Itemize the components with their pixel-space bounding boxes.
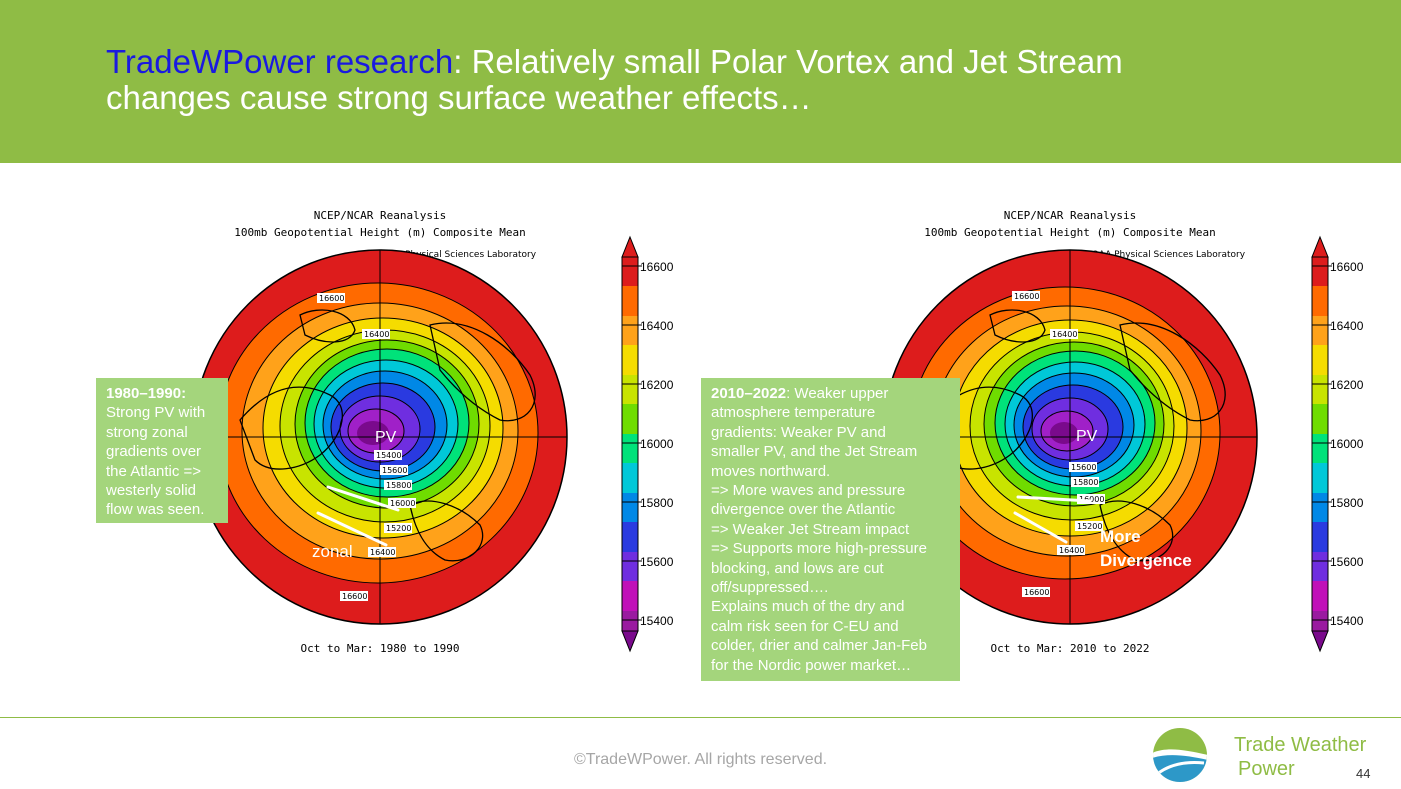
note-line: off/suppressed…. [711,579,829,597]
colorbar-tick: 16000 [1330,437,1364,451]
brand-line1: Trade Weather [1234,734,1367,756]
map-source: NOAA Physical Sciences Laboratory [376,250,537,260]
colorbar-tick: 16600 [1330,260,1364,274]
map-period: Oct to Mar: 1980 to 1990 [301,642,460,655]
page-number: 44 [1356,766,1371,781]
contour-label: 16600 [1024,588,1049,597]
contour-labels: 16600 16400 15400 15600 15800 16000 1520… [317,293,416,601]
height-field [193,250,567,624]
divergence-label-line2: Divergence [1100,551,1192,570]
map-title-line1: NCEP/NCAR Reanalysis [1004,209,1136,222]
contour-label: 15600 [382,466,407,475]
left-map-panel: NCEP/NCAR Reanalysis 100mb Geopotential … [180,205,880,675]
colorbar: 16600 16400 16200 16000 15800 15600 1540… [1311,235,1364,653]
right-note-heading-rest: : Weaker upper [786,385,889,402]
jet-stream-arrows [1013,495,1092,544]
colorbar-tick: 15600 [640,555,674,569]
colorbar-tick: 15800 [1330,496,1364,510]
map-title-line2: 100mb Geopotential Height (m) Composite … [234,226,525,239]
trade-weather-power-logo-icon [1153,728,1207,782]
note-line: gradients over [106,443,202,461]
contour-label: 16600 [319,294,344,303]
colorbar-tick: 15600 [1330,555,1364,569]
right-note-heading: 2010–2022 [711,385,787,402]
map-title-line1: NCEP/NCAR Reanalysis [314,209,446,222]
note-line: moves northward. [711,462,831,480]
right-map-panel: NCEP/NCAR Reanalysis 100mb Geopotential … [870,205,1401,675]
colorbar-tick: 16000 [640,437,674,451]
note-line: strong zonal [106,423,188,441]
note-line: => Supports more high-pressure [711,540,927,558]
right-polar-map: NCEP/NCAR Reanalysis 100mb Geopotential … [882,209,1364,655]
colorbar-tick: 16200 [1330,378,1364,392]
title-accent: TradeWPower research [106,43,454,80]
colorbar-tick: 15400 [640,614,674,628]
contour-label: 15800 [386,481,411,490]
jet-stream-arrows [316,485,400,547]
contour-label: 16000 [1079,495,1104,504]
pv-label: PV [1076,428,1098,445]
divergence-label-line1: More [1100,527,1141,546]
contour-label: 15400 [376,451,401,460]
note-line: gradients: Weaker PV and [711,423,886,441]
contour-label: 16400 [370,548,395,557]
colorbar: 16600 16400 16200 16000 15800 15600 1540… [621,235,674,653]
note-line: westerly solid [106,482,197,500]
height-field [883,250,1257,624]
pv-label: PV [375,429,397,446]
note-line: Strong PV with [106,404,206,422]
note-line: => Weaker Jet Stream impact [711,520,910,538]
colorbar-tick: 16400 [1330,319,1364,333]
note-line: Explains much of the dry and [711,598,905,616]
title-rest: : Relatively small Polar Vortex and Jet … [106,43,1123,116]
colorbar-tick: 16400 [640,319,674,333]
note-line: smaller PV, and the Jet Stream [711,443,918,461]
contour-label: 16400 [364,330,389,339]
note-line: => More waves and pressure [711,482,906,500]
note-line: divergence over the Atlantic [711,501,896,519]
colorbar-tick: 15400 [1330,614,1364,628]
left-note-box: 1980–1990: Strong PV with strong zonal g… [96,378,228,523]
contour-label: 15200 [386,524,411,533]
note-line: calm risk seen for C-EU and [711,617,899,635]
zonal-label: zonal [312,542,353,561]
contour-label: 16400 [1059,546,1084,555]
contour-label: 15600 [1071,463,1096,472]
colorbar-tick: 15800 [640,496,674,510]
colorbar-tick: 16200 [640,378,674,392]
map-period: Oct to Mar: 2010 to 2022 [991,642,1150,655]
map-title-line2: 100mb Geopotential Height (m) Composite … [924,226,1215,239]
footer-divider [0,717,1401,718]
left-polar-map: NCEP/NCAR Reanalysis 100mb Geopotential … [192,209,674,655]
note-line: for the Nordic power market… [711,656,912,674]
contour-label: 16000 [390,499,415,508]
colorbar-tick: 16600 [640,260,674,274]
note-line: the Atlantic => [106,462,202,480]
contour-labels: 16600 16400 15600 15800 16000 15200 1640… [1012,291,1105,597]
contour-label: 15200 [1077,522,1102,531]
contour-label: 16600 [342,592,367,601]
right-note-box: 2010–2022: Weaker upper atmosphere tempe… [701,378,960,681]
left-note-heading: 1980–1990: [106,385,187,402]
contour-label: 16400 [1052,330,1077,339]
brand-name: Trade Weather Power [1234,733,1366,781]
contour-label: 16600 [1014,292,1039,301]
slide-title: TradeWPower research: Relatively small P… [106,44,1256,116]
note-line: blocking, and lows are cut [711,559,884,577]
map-source: NOAA Physical Sciences Laboratory [1085,250,1246,260]
header-band: TradeWPower research: Relatively small P… [0,0,1401,163]
note-line: flow was seen. [106,501,205,519]
note-line: atmosphere temperature [711,404,876,422]
brand-line2: Power [1238,758,1295,780]
contour-label: 15800 [1073,478,1098,487]
copyright-text: ©TradeWPower. All rights reserved. [573,751,828,768]
note-line: colder, drier and calmer Jan-Feb [711,637,927,655]
